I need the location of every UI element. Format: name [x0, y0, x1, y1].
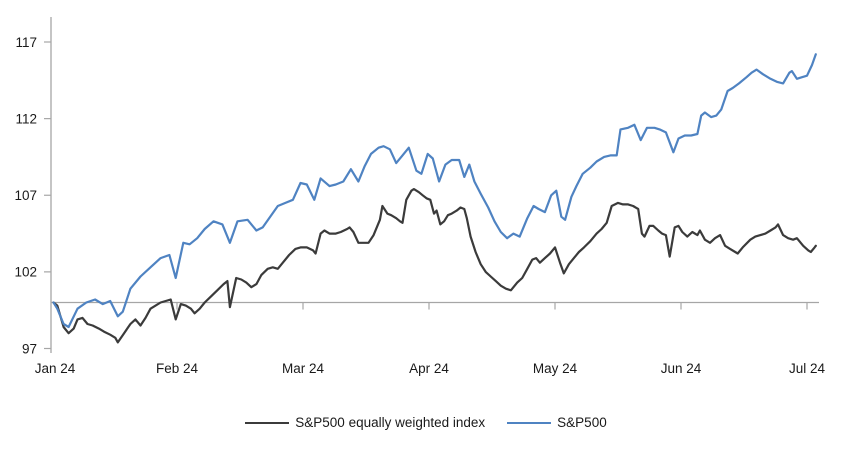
y-axis-tick-label: 117	[15, 35, 37, 50]
x-axis-tick-label: Mar 24	[282, 361, 325, 376]
y-axis-tick-label: 102	[14, 265, 37, 280]
sp500-series-line	[52, 53, 817, 329]
equal-weight-series-line	[52, 188, 817, 344]
x-axis-tick-label: Jun 24	[661, 361, 702, 376]
chart-legend: S&P500 equally weighted index S&P500	[0, 412, 852, 434]
legend-label-sp500: S&P500	[557, 415, 607, 431]
legend-item-sp500: S&P500	[507, 416, 607, 430]
legend-label-equal-weight: S&P500 equally weighted index	[295, 415, 486, 431]
x-axis-tick-label: Feb 24	[156, 361, 199, 376]
x-axis-tick-label: May 24	[533, 361, 578, 376]
y-axis-tick-label: 112	[15, 111, 37, 126]
x-axis-tick-label: Jul 24	[789, 361, 826, 376]
y-axis-tick-label: 107	[14, 188, 37, 203]
equal-weight-line-swatch	[245, 421, 290, 425]
x-axis-tick-label: Jan 24	[35, 361, 76, 376]
x-axis-tick-label: Apr 24	[409, 361, 449, 376]
sp500-line-swatch	[507, 421, 552, 425]
y-axis-tick-label: 97	[22, 341, 37, 356]
legend-item-equal-weight: S&P500 equally weighted index	[245, 416, 485, 430]
